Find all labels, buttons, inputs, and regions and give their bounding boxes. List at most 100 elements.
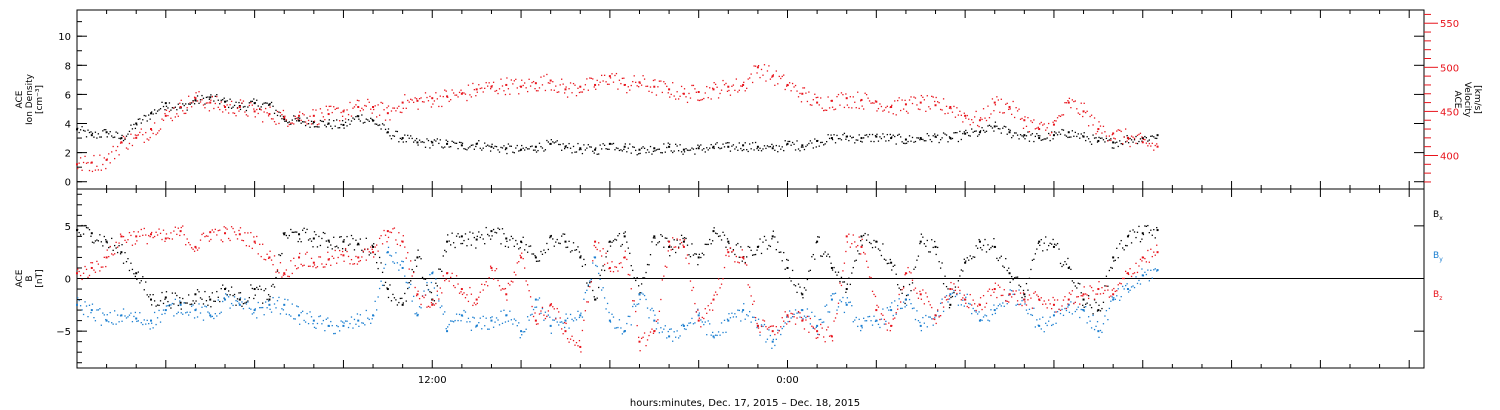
data-point: [1104, 289, 1106, 292]
data-point: [541, 147, 544, 149]
data-point: [993, 309, 996, 312]
data-point: [151, 304, 153, 306]
data-point: [1123, 277, 1125, 280]
data-point: [910, 96, 912, 98]
data-point: [928, 135, 930, 137]
data-point: [156, 304, 159, 306]
data-point: [740, 246, 742, 248]
data-point: [408, 281, 410, 284]
data-point: [535, 151, 538, 153]
data-point: [910, 272, 912, 274]
data-point: [876, 320, 878, 322]
data-point: [1095, 133, 1097, 135]
data-point: [611, 143, 613, 145]
data-point: [463, 309, 465, 312]
data-point: [704, 151, 706, 153]
data-point: [728, 142, 730, 144]
data-point: [279, 254, 282, 257]
data-point: [796, 312, 798, 314]
data-point: [340, 253, 342, 256]
data-point: [753, 254, 755, 256]
data-point: [133, 137, 135, 139]
data-point: [518, 150, 520, 152]
data-point: [134, 127, 137, 130]
data-point: [402, 302, 404, 304]
data-point: [931, 239, 933, 241]
data-point: [563, 326, 566, 329]
data-point: [367, 317, 369, 319]
data-point: [993, 125, 996, 128]
data-point: [901, 292, 903, 295]
data-point: [756, 72, 758, 74]
data-point: [938, 315, 940, 317]
data-point: [361, 256, 363, 258]
data-point: [337, 325, 339, 328]
data-point: [346, 125, 348, 127]
data-point: [876, 110, 878, 112]
data-point: [663, 81, 665, 83]
data-point: [146, 120, 148, 122]
data-point: [137, 231, 139, 233]
data-point: [263, 102, 265, 104]
data-point: [860, 140, 862, 143]
data-point: [823, 144, 825, 146]
data-point: [225, 227, 227, 229]
data-point: [1048, 122, 1050, 125]
data-point: [1119, 243, 1121, 245]
data-point: [772, 145, 775, 147]
data-point: [997, 99, 999, 101]
data-point: [210, 99, 212, 101]
data-point: [532, 253, 535, 255]
data-point: [1133, 286, 1136, 289]
data-point: [118, 154, 120, 156]
data-point: [1043, 123, 1045, 125]
data-point: [1153, 269, 1155, 271]
data-point: [728, 255, 730, 257]
data-point: [821, 255, 823, 258]
data-point: [712, 335, 715, 338]
data-point: [448, 100, 450, 103]
data-point: [204, 235, 206, 238]
data-point: [626, 92, 628, 94]
data-point: [649, 309, 652, 311]
data-point: [837, 306, 840, 308]
data-point: [183, 104, 185, 107]
data-point: [611, 241, 613, 243]
data-point: [124, 137, 126, 139]
data-point: [1116, 295, 1118, 297]
data-point: [818, 333, 820, 336]
data-point: [90, 261, 92, 264]
data-point: [242, 106, 245, 108]
data-point: [268, 113, 271, 116]
data-point: [883, 323, 886, 325]
data-point: [139, 131, 141, 134]
data-point: [1008, 301, 1010, 303]
data-point: [746, 87, 748, 90]
data-point: [396, 107, 399, 109]
data-point: [538, 87, 541, 89]
data-point: [982, 129, 985, 132]
data-point: [547, 248, 550, 251]
data-point: [680, 85, 683, 88]
data-point: [272, 105, 274, 107]
data-point: [358, 325, 360, 328]
data-point: [96, 260, 98, 263]
data-point: [688, 262, 690, 265]
data-point: [338, 120, 341, 122]
data-point: [1016, 110, 1019, 112]
data-point: [125, 135, 128, 137]
data-point: [923, 140, 925, 142]
data-point: [640, 292, 643, 294]
data-point: [713, 81, 715, 84]
data-point: [1036, 248, 1038, 250]
data-point: [575, 151, 578, 153]
data-point: [262, 306, 264, 309]
data-point: [1055, 311, 1057, 313]
data-point: [679, 144, 681, 146]
data-point: [969, 303, 971, 305]
data-point: [347, 113, 350, 116]
data-point: [727, 251, 730, 254]
data-point: [489, 317, 492, 319]
data-point: [691, 289, 693, 292]
data-point: [253, 297, 255, 300]
